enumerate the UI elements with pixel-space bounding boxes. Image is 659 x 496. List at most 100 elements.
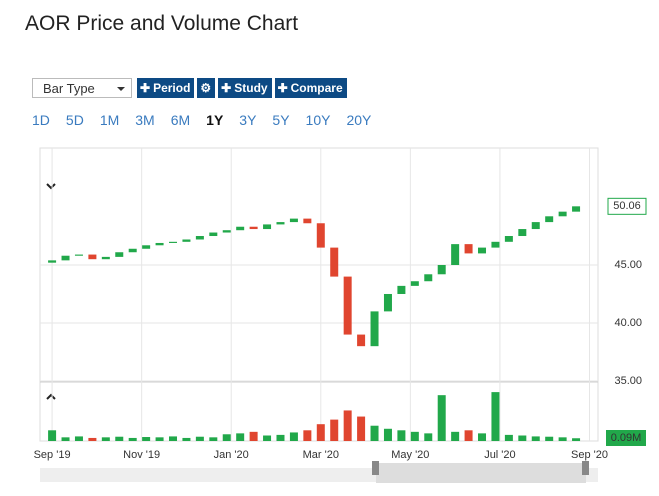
volume-bar bbox=[195, 436, 204, 441]
volume-bar bbox=[222, 434, 231, 441]
range-link[interactable]: 10Y bbox=[305, 112, 331, 128]
compare-button[interactable]: ✚ Compare bbox=[274, 78, 347, 98]
volume-bar bbox=[383, 428, 392, 441]
candle bbox=[330, 247, 339, 277]
candle bbox=[182, 239, 191, 242]
volume-bar bbox=[504, 434, 513, 441]
candle bbox=[303, 218, 312, 224]
candle bbox=[383, 293, 392, 312]
volume-bar bbox=[276, 434, 285, 441]
bar-type-select[interactable]: Bar Type bbox=[32, 78, 132, 98]
volume-bar bbox=[169, 436, 178, 441]
candle bbox=[48, 260, 57, 263]
collapse-icon[interactable] bbox=[46, 183, 56, 190]
volume-bar bbox=[491, 392, 500, 441]
x-tick-label: Nov '19 bbox=[123, 449, 160, 461]
candle bbox=[572, 206, 581, 212]
volume-bar bbox=[558, 437, 567, 441]
candle bbox=[531, 222, 540, 230]
volume-bar bbox=[142, 437, 151, 441]
candle bbox=[115, 252, 124, 257]
range-links: 1D 5D 1M 3M 6M 1Y 3Y 5Y 10Y 20Y bbox=[32, 112, 387, 128]
period-button[interactable]: ✚ Period bbox=[137, 78, 195, 98]
volume-bar bbox=[451, 431, 460, 441]
candle bbox=[437, 265, 446, 275]
last-price-box bbox=[607, 197, 647, 215]
volume-bar bbox=[236, 433, 245, 441]
volume-bar bbox=[128, 437, 137, 441]
candle bbox=[464, 244, 473, 254]
volume-bar bbox=[209, 437, 218, 441]
candle bbox=[424, 274, 433, 282]
candle bbox=[155, 242, 164, 246]
candle bbox=[195, 236, 204, 240]
scrollbar-window[interactable] bbox=[376, 463, 586, 483]
volume-bar bbox=[263, 435, 272, 441]
candle bbox=[410, 281, 419, 286]
candle bbox=[357, 334, 366, 347]
volume-bar bbox=[357, 416, 366, 441]
range-link[interactable]: 3Y bbox=[239, 112, 257, 128]
candle bbox=[88, 254, 97, 260]
candle bbox=[558, 211, 567, 217]
candle bbox=[491, 241, 500, 248]
x-tick-label: May '20 bbox=[391, 449, 429, 461]
candle bbox=[397, 285, 406, 294]
x-tick-label: Sep '20 bbox=[571, 449, 608, 461]
study-button[interactable]: ✚ Study bbox=[218, 78, 272, 98]
volume-bar bbox=[397, 430, 406, 441]
range-link[interactable]: 6M bbox=[170, 112, 191, 128]
volume-bar bbox=[464, 430, 473, 441]
volume-bar bbox=[410, 431, 419, 441]
range-link[interactable]: 1Y bbox=[206, 112, 224, 128]
volume-bar bbox=[478, 433, 487, 441]
candle bbox=[169, 241, 178, 243]
settings-button[interactable]: ⚙ bbox=[197, 78, 216, 98]
scroll-handle[interactable] bbox=[582, 461, 589, 475]
volume-bar bbox=[61, 437, 70, 441]
candle bbox=[222, 230, 231, 233]
expand-icon[interactable] bbox=[46, 393, 56, 400]
candle bbox=[101, 256, 110, 260]
button-label: Study bbox=[234, 81, 268, 95]
x-tick-label: Jan '20 bbox=[214, 449, 249, 461]
x-tick-label: Jul '20 bbox=[484, 449, 515, 461]
range-link[interactable]: 5Y bbox=[272, 112, 290, 128]
volume-bar bbox=[518, 435, 527, 441]
range-link[interactable]: 1D bbox=[32, 112, 50, 128]
range-link[interactable]: 3M bbox=[135, 112, 155, 128]
range-link[interactable]: 1M bbox=[99, 112, 120, 128]
last-volume-box bbox=[606, 430, 646, 446]
candle bbox=[451, 244, 460, 265]
volume-bar bbox=[101, 437, 110, 441]
candle bbox=[209, 232, 218, 237]
candle bbox=[343, 276, 352, 335]
candle bbox=[478, 247, 487, 254]
plot-frame bbox=[39, 147, 599, 442]
y-tick-label: 45.00 bbox=[614, 259, 642, 271]
scroll-handle[interactable] bbox=[372, 461, 379, 475]
button-label: Compare bbox=[290, 81, 343, 95]
range-link[interactable]: 20Y bbox=[346, 112, 372, 128]
volume-bar bbox=[48, 430, 57, 441]
volume-bar bbox=[88, 437, 97, 441]
volume-bar bbox=[74, 436, 83, 441]
candle bbox=[504, 236, 513, 242]
last-volume-label: 0.09M bbox=[611, 432, 642, 444]
volume-bar bbox=[182, 437, 191, 441]
volume-bar bbox=[330, 419, 339, 441]
volume-bar bbox=[303, 430, 312, 441]
volume-bar bbox=[437, 395, 446, 441]
volume-bar bbox=[531, 436, 540, 441]
range-link[interactable]: 5D bbox=[65, 112, 84, 128]
candle bbox=[74, 254, 83, 256]
volume-bar bbox=[155, 437, 164, 441]
volume-bar bbox=[316, 424, 325, 441]
button-label: Period bbox=[153, 81, 191, 95]
candle bbox=[370, 311, 379, 347]
volume-bar bbox=[572, 438, 581, 441]
volume-bar bbox=[343, 410, 352, 441]
volume-bar bbox=[370, 425, 379, 441]
